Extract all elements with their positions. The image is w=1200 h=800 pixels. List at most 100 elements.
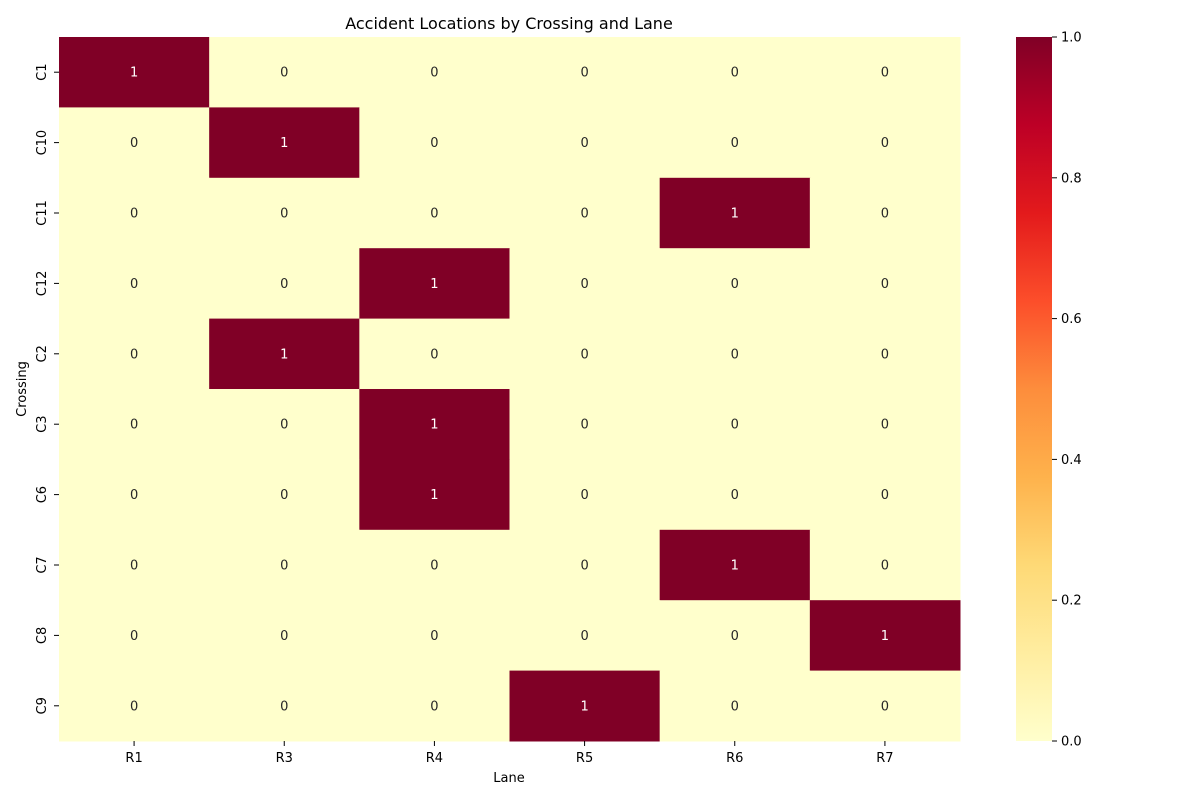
cell-annotation: 0 <box>430 66 438 81</box>
heatmap-cell-C3-R7 <box>809 389 961 460</box>
cell-annotation: 0 <box>580 207 588 222</box>
y-tick-label: C8 <box>35 627 50 644</box>
heatmap-cell-C2-R3 <box>209 318 360 390</box>
cell-annotation: 0 <box>430 699 438 714</box>
cell-annotation: 0 <box>580 136 588 151</box>
heatmap-cell-C11-R4 <box>359 177 510 249</box>
y-tick-label: C12 <box>35 271 50 297</box>
heatmap-cell-C9-R1 <box>59 670 210 742</box>
cell-annotation: 0 <box>280 488 288 503</box>
heatmap-cell-C10-R4 <box>359 107 510 179</box>
cell-annotation: 0 <box>280 418 288 433</box>
cell-annotation: 0 <box>130 488 138 503</box>
cell-annotation: 0 <box>731 277 739 292</box>
cell-annotation: 1 <box>280 136 288 151</box>
cell-annotation: 0 <box>280 66 288 81</box>
y-tick-label: C9 <box>35 697 50 714</box>
heatmap-cell-C12-R1 <box>59 248 210 320</box>
cell-annotation: 0 <box>130 347 138 362</box>
heatmap-cell-C6-R1 <box>59 459 210 531</box>
heatmap-cell-C7-R6 <box>659 529 811 601</box>
cell-annotation: 0 <box>130 559 138 574</box>
cell-annotation: 0 <box>881 277 889 292</box>
cell-annotation: 0 <box>130 207 138 222</box>
heatmap-cell-C7-R3 <box>209 529 360 601</box>
heatmap-cell-C7-R7 <box>809 529 961 601</box>
x-axis-label: Lane <box>493 771 524 786</box>
x-tick-label: R6 <box>726 751 743 766</box>
cell-annotation: 0 <box>430 559 438 574</box>
heatmap-cell-C12-R3 <box>209 248 360 320</box>
heatmap-cell-C11-R5 <box>509 177 661 249</box>
heatmap-cell-C11-R6 <box>659 177 811 249</box>
cell-annotation: 0 <box>881 66 889 81</box>
heatmap-cell-C11-R7 <box>809 177 961 249</box>
cell-annotation: 0 <box>731 418 739 433</box>
heatmap-cell-C3-R5 <box>509 389 661 460</box>
heatmap-cell-C10-R3 <box>209 107 360 179</box>
cell-annotation: 0 <box>580 418 588 433</box>
x-tick-label: R4 <box>426 751 443 766</box>
heatmap-cell-C12-R4 <box>359 248 510 320</box>
cell-annotation: 0 <box>881 418 889 433</box>
cell-annotation: 1 <box>430 418 438 433</box>
heatmap-cell-C6-R3 <box>209 459 360 531</box>
cell-annotation: 1 <box>430 277 438 292</box>
heatmap-cell-C1-R1 <box>59 37 210 108</box>
heatmap-cell-C9-R6 <box>659 670 811 742</box>
colorbar-tick-label: 0.8 <box>1061 171 1082 186</box>
cell-annotation: 0 <box>430 207 438 222</box>
heatmap-cell-C8-R1 <box>59 600 210 672</box>
heatmap-cell-C10-R7 <box>809 107 961 179</box>
heatmap-cell-C1-R4 <box>359 37 510 108</box>
heatmap-cell-C2-R7 <box>809 318 961 390</box>
cell-annotation: 0 <box>881 207 889 222</box>
colorbar-tick-label: 0.4 <box>1061 453 1082 468</box>
x-tick-label: R7 <box>876 751 893 766</box>
cell-annotation: 0 <box>881 699 889 714</box>
heatmap-cell-C7-R1 <box>59 529 210 601</box>
cell-annotation: 0 <box>731 66 739 81</box>
heatmap-cell-C12-R5 <box>509 248 661 320</box>
heatmap-cell-C6-R7 <box>809 459 961 531</box>
y-tick-label: C3 <box>35 416 50 433</box>
y-tick-label: C11 <box>35 200 50 226</box>
y-tick-label: C1 <box>35 64 50 81</box>
cell-annotation: 1 <box>130 66 138 81</box>
cell-annotation: 1 <box>430 488 438 503</box>
cell-annotation: 0 <box>430 136 438 151</box>
heatmap-cell-C10-R1 <box>59 107 210 179</box>
heatmap-cell-C2-R6 <box>659 318 811 390</box>
colorbar-tick-label: 0.6 <box>1061 312 1082 327</box>
heatmap-cell-C3-R6 <box>659 389 811 460</box>
cell-annotation: 0 <box>881 347 889 362</box>
heatmap-cell-C3-R4 <box>359 389 510 460</box>
cell-annotation: 0 <box>580 559 588 574</box>
cell-annotation: 0 <box>580 66 588 81</box>
cell-annotation: 1 <box>580 699 588 714</box>
x-axis-ticks: R1 R3 R4 R5 R6 R7 <box>125 741 894 766</box>
colorbar <box>1016 37 1052 741</box>
heatmap-cell-C8-R5 <box>509 600 661 672</box>
heatmap-cell-C9-R4 <box>359 670 510 742</box>
heatmap-cell-C6-R5 <box>509 459 661 531</box>
cell-annotation: 0 <box>881 559 889 574</box>
cell-annotation: 0 <box>130 699 138 714</box>
colorbar-tick-label: 0.0 <box>1061 735 1082 750</box>
heatmap-cell-C3-R3 <box>209 389 360 460</box>
heatmap-cell-C8-R6 <box>659 600 811 672</box>
cell-annotation: 1 <box>731 559 739 574</box>
cell-annotation: 0 <box>430 629 438 644</box>
cell-annotation: 0 <box>881 136 889 151</box>
cell-annotation: 1 <box>881 629 889 644</box>
cell-annotation: 0 <box>280 699 288 714</box>
cell-annotation: 0 <box>731 488 739 503</box>
colorbar-tick-label: 1.0 <box>1061 31 1082 46</box>
colorbar-tick-label: 0.2 <box>1061 594 1082 609</box>
heatmap-cell-C10-R5 <box>509 107 661 179</box>
cell-annotation: 0 <box>130 136 138 151</box>
x-tick-label: R3 <box>276 751 293 766</box>
cell-annotation: 0 <box>280 629 288 644</box>
colorbar-ticks: 0.0 0.2 0.4 0.6 0.8 1.0 <box>1052 31 1082 750</box>
cell-annotation: 1 <box>280 347 288 362</box>
